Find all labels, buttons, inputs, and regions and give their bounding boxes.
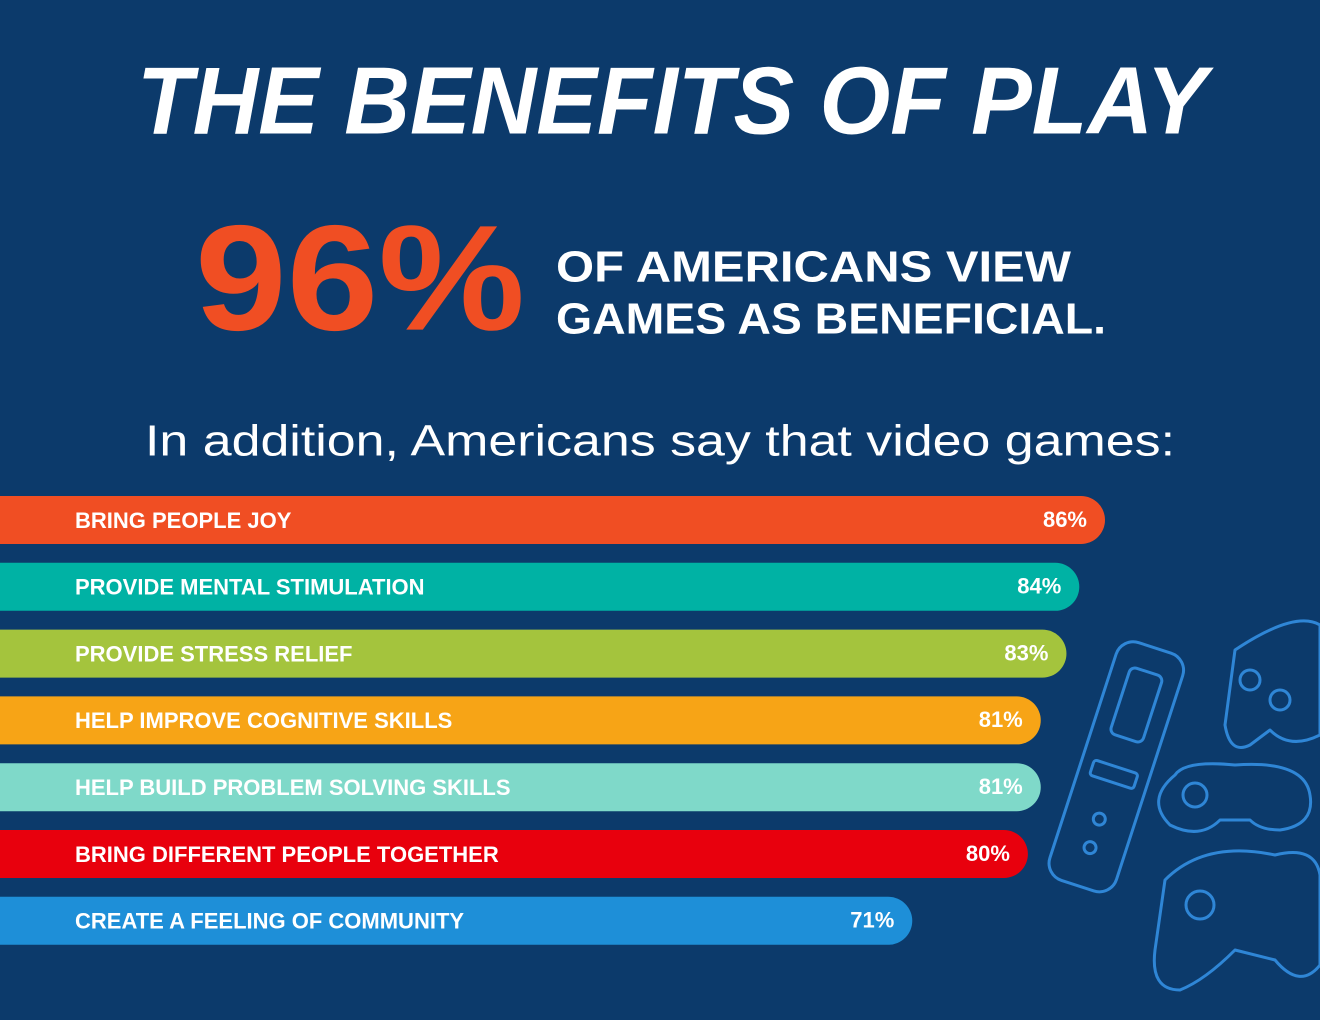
bar-label: BRING DIFFERENT PEOPLE TOGETHER (75, 842, 499, 867)
chart-title: THE BENEFITS OF PLAY (137, 47, 1215, 154)
controller-illustration (1047, 619, 1320, 992)
headline-line: OF AMERICANS VIEW (556, 243, 1072, 292)
value-label: 80% (966, 841, 1010, 866)
value-label: 86% (1043, 507, 1087, 532)
bar-label: PROVIDE STRESS RELIEF (75, 641, 353, 666)
bar (0, 562, 1080, 611)
bar (0, 629, 1067, 678)
bar (0, 763, 1041, 812)
subtitle: In addition, Americans say that video ga… (145, 417, 1175, 466)
bar-label: CREATE A FEELING OF COMMUNITY (75, 909, 464, 934)
bar (0, 896, 913, 945)
bar (0, 496, 1105, 544)
bar-label: PROVIDE MENTAL STIMULATION (75, 575, 425, 600)
value-label: 81% (979, 774, 1023, 799)
value-label: 71% (850, 908, 894, 933)
bar-label: HELP BUILD PROBLEM SOLVING SKILLS (75, 775, 511, 800)
value-label: 81% (979, 707, 1023, 732)
value-label: 83% (1004, 640, 1048, 665)
headline-line: GAMES AS BENEFICIAL. (556, 295, 1106, 344)
bar-label: HELP IMPROVE COGNITIVE SKILLS (75, 708, 452, 733)
bar (0, 696, 1041, 745)
bar-label: BRING PEOPLE JOY (75, 508, 292, 533)
bar (0, 830, 1028, 878)
headline-stat: 96% (195, 194, 525, 362)
value-label: 84% (1017, 574, 1061, 599)
